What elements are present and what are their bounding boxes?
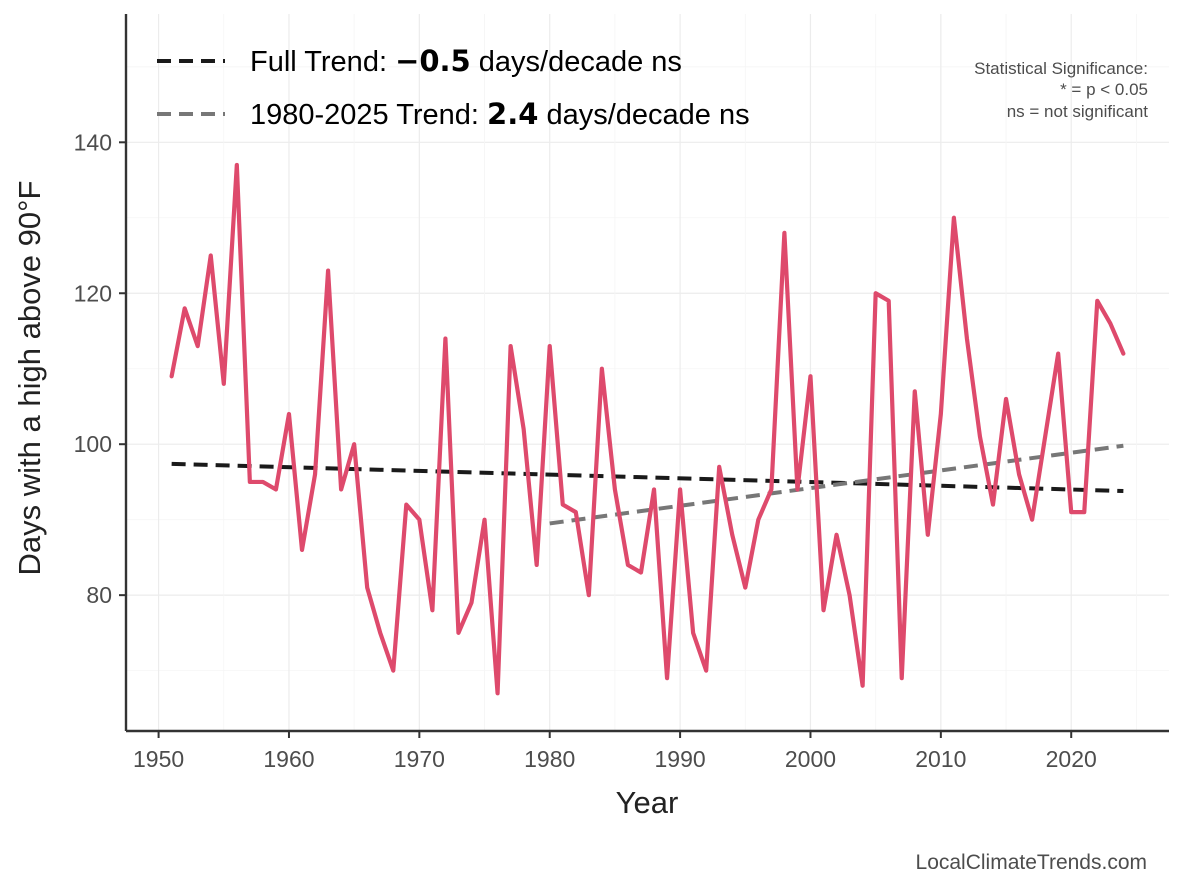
hot-days-series-line [169,162,1126,696]
x-tick-label: 2020 [1046,746,1097,772]
legend-recent-trend-value: 2.4 [487,97,538,131]
data-series [169,162,1126,696]
legend-recent-trend-suffix: days/decade ns [538,99,749,131]
x-tick-label: 1980 [524,746,575,772]
axes [124,14,1169,733]
significance-ns-note: ns = not significant [1007,102,1149,121]
legend-full-trend-prefix: Full Trend: [250,46,395,78]
significance-threshold: * = p < 0.05 [1060,80,1148,99]
legend-full-trend-value: −0.5 [395,44,471,78]
x-tick-label: 1960 [263,746,314,772]
y-axis-title: Days with a high above 90°F [12,181,47,576]
legend-full-trend-suffix: days/decade ns [471,46,682,78]
recent-trend-line [549,443,1124,526]
x-axis-ticks: 1950 1960 1970 1980 1990 2000 2010 2020 [133,731,1097,772]
y-tick-label: 140 [74,129,112,155]
legend-full-trend-label: Full Trend: −0.5 days/decade ns [250,44,682,78]
legend-recent-trend-prefix: 1980-2025 Trend: [250,99,487,131]
x-axis-title: Year [616,785,679,820]
y-tick-label: 100 [74,431,112,457]
x-tick-label: 1950 [133,746,184,772]
source-credit: LocalClimateTrends.com [916,851,1147,874]
x-tick-label: 2010 [915,746,966,772]
y-tick-label: 80 [86,582,112,608]
x-tick-label: 2000 [785,746,836,772]
legend-recent-trend-label: 1980-2025 Trend: 2.4 days/decade ns [250,97,750,131]
y-tick-label: 120 [74,280,112,306]
legend: Full Trend: −0.5 days/decade ns 1980-202… [157,44,750,131]
significance-note: Statistical Significance: * = p < 0.05 n… [974,59,1148,121]
y-axis-ticks: 80 100 120 140 [74,129,126,608]
trend-lines [171,443,1124,526]
full-trend-line [171,461,1124,493]
x-tick-label: 1970 [394,746,445,772]
x-tick-label: 1990 [655,746,706,772]
significance-title: Statistical Significance: [974,59,1148,78]
